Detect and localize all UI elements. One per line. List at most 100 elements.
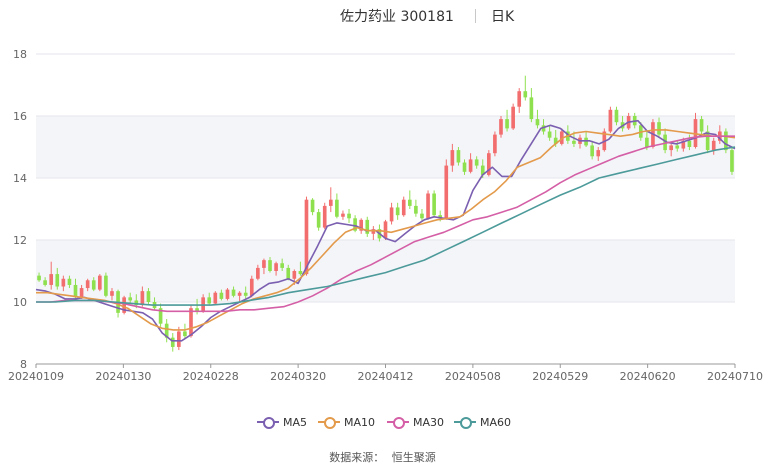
data-source-value: 恒生聚源 [391, 451, 436, 464]
candle [371, 226, 376, 240]
candle-body [67, 278, 72, 285]
x-tick-label: 20240620 [620, 370, 676, 383]
legend-ma60-marker-icon [454, 416, 476, 429]
candle [365, 216, 370, 237]
candles [37, 75, 734, 352]
candle [614, 106, 619, 126]
legend-ma30-marker-icon [387, 416, 409, 429]
candle-body [645, 137, 649, 147]
candle-body [219, 292, 224, 299]
legend-ma60-label: MA60 [480, 415, 512, 429]
candle-body [359, 219, 364, 231]
legend-item-ma10[interactable]: MA10 [318, 413, 375, 431]
candle-body [675, 145, 680, 149]
candle [164, 319, 169, 343]
y-axis: 8 10 12 14 16 18 [13, 48, 27, 371]
candle [231, 286, 236, 298]
candle [322, 202, 327, 230]
candle-body [353, 218, 357, 231]
candle [328, 187, 333, 213]
candle [426, 190, 430, 220]
candle [474, 156, 479, 169]
candle [219, 289, 224, 301]
y-tick-label: 16 [13, 110, 27, 123]
candle-body [444, 165, 449, 219]
candle [420, 209, 424, 222]
y-tick-label: 10 [13, 296, 27, 309]
x-tick-label: 20240529 [532, 370, 588, 383]
candle [596, 147, 601, 161]
candle [85, 278, 90, 292]
candle [298, 261, 303, 276]
data-source-label: 数据来源： [329, 451, 385, 464]
candle [493, 131, 497, 157]
candle-body [572, 140, 576, 144]
candle [274, 261, 278, 276]
candle [693, 112, 698, 149]
candle [310, 198, 315, 216]
candle [383, 219, 388, 240]
y-tick-label: 12 [13, 234, 27, 247]
series-line-ma30 [36, 135, 735, 313]
candle [158, 303, 163, 327]
candle-body [49, 274, 54, 285]
candle-body [55, 274, 60, 287]
candle-body [547, 131, 552, 138]
candle [657, 117, 661, 138]
candle-body [517, 91, 522, 107]
candle [505, 109, 509, 132]
candle [225, 288, 230, 301]
candle [61, 275, 66, 292]
candle-body [401, 199, 406, 216]
x-tick-label: 20240508 [445, 370, 501, 383]
data-source: 数据来源： 恒生聚源 [0, 449, 765, 465]
candle-body [134, 300, 139, 306]
candle-body [730, 150, 734, 172]
candle-body [128, 297, 133, 301]
legend-item-ma5[interactable]: MA5 [257, 413, 307, 431]
candle-body [104, 275, 108, 296]
candle [97, 274, 102, 292]
period-label: 日K [491, 9, 515, 25]
candle [110, 288, 114, 301]
candle-body [608, 109, 613, 132]
candle [468, 153, 473, 174]
candle [608, 106, 613, 134]
candle-body [493, 134, 497, 154]
candle [347, 209, 351, 223]
candle [359, 218, 364, 234]
candle-body [395, 207, 400, 216]
candle-body [225, 289, 230, 299]
candle-body [438, 215, 443, 219]
candle-body [256, 267, 260, 279]
candle-body [286, 267, 291, 279]
candle-body [693, 119, 698, 147]
candle-body [420, 213, 424, 219]
x-tick-label: 20240130 [95, 370, 151, 383]
candle [353, 215, 357, 233]
candle [432, 190, 436, 217]
candle [237, 291, 242, 302]
candle [316, 209, 321, 231]
legend-ma30-label: MA30 [413, 415, 445, 429]
legend-item-ma30[interactable]: MA30 [387, 413, 444, 431]
candle-body [590, 145, 594, 157]
x-tick-label: 20240710 [707, 370, 763, 383]
candle-body [663, 134, 667, 151]
candle-body [195, 308, 199, 312]
candle-body [158, 308, 163, 324]
candle [256, 264, 260, 281]
series-line-ma5 [35, 119, 736, 342]
candle-body [280, 263, 284, 268]
series-line-ma10 [36, 129, 736, 331]
candle-body [553, 137, 558, 144]
candle [535, 109, 540, 129]
candle [91, 277, 96, 292]
candle-body [414, 205, 418, 214]
candle-body [480, 165, 485, 175]
legend-item-ma60[interactable]: MA60 [454, 413, 511, 431]
candle [268, 257, 272, 273]
plot-band [36, 240, 735, 302]
candle-body [177, 331, 181, 347]
